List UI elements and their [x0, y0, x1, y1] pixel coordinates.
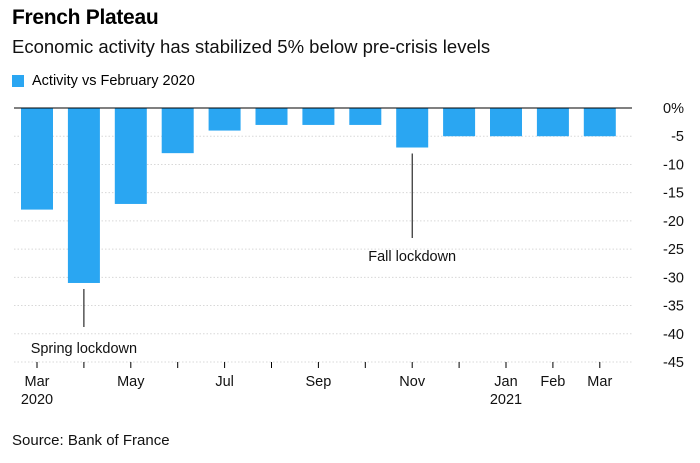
x-tick-label-year: 2021 — [490, 392, 522, 408]
bar — [114, 108, 147, 204]
y-tick-label: -20 — [663, 214, 684, 230]
bar — [583, 108, 616, 137]
y-tick-label: -35 — [663, 299, 684, 315]
x-tick-label: Mar — [587, 374, 612, 390]
x-tick-label: Jan — [494, 374, 517, 390]
chart-subtitle: Economic activity has stabilized 5% belo… — [12, 36, 491, 57]
x-tick-label: Sep — [305, 374, 331, 390]
source-note: Source: Bank of France — [12, 432, 170, 449]
legend-swatch — [12, 75, 24, 87]
y-tick-label: 0% — [663, 101, 684, 117]
bar — [208, 108, 241, 131]
bar — [67, 108, 100, 283]
y-tick-label: -10 — [663, 157, 684, 173]
x-tick-label: Nov — [399, 374, 426, 390]
y-tick-label: -25 — [663, 242, 684, 258]
chart-title: French Plateau — [12, 6, 159, 29]
y-tick-label: -30 — [663, 270, 684, 286]
y-tick-label: -40 — [663, 327, 684, 343]
bar — [21, 108, 53, 210]
annotation-label: Spring lockdown — [31, 341, 137, 357]
y-tick-label: -5 — [671, 129, 684, 145]
x-tick-label: May — [117, 374, 145, 390]
legend: Activity vs February 2020 — [12, 73, 195, 89]
x-tick-label-year: 2020 — [21, 392, 53, 408]
bar — [443, 108, 476, 137]
legend-label: Activity vs February 2020 — [32, 73, 195, 89]
x-tick-label: Jul — [215, 374, 234, 390]
bar — [536, 108, 569, 137]
bar — [396, 108, 429, 148]
x-tick-label: Mar — [25, 374, 50, 390]
x-tick-label: Feb — [540, 374, 565, 390]
bar — [161, 108, 194, 154]
y-tick-label: -45 — [663, 355, 684, 371]
bar — [490, 108, 522, 137]
bar — [255, 108, 288, 125]
annotation-label: Fall lockdown — [368, 249, 456, 265]
y-tick-label: -15 — [663, 186, 684, 202]
bar — [349, 108, 382, 125]
bar — [302, 108, 335, 125]
